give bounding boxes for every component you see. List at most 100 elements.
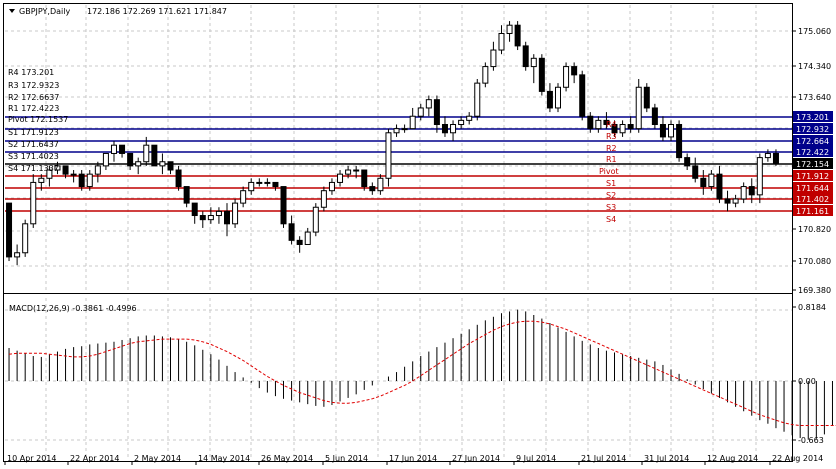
candle [6,202,13,262]
candle [264,178,271,187]
candle [466,112,473,125]
macd-histogram-series [8,309,833,440]
candle [668,120,675,142]
candle [353,165,360,179]
macd-signal-series [8,320,836,426]
triangle-down-icon[interactable] [9,9,15,13]
candle [579,70,586,121]
macd-tick-label: 0.8184 [798,303,826,312]
pivot-label-mid: R2 [606,144,617,153]
candle [450,120,457,142]
candle [54,161,61,175]
candle [498,25,505,55]
candle [361,169,368,191]
ohlc-values: 172.186 172.269 171.621 171.847 [87,7,227,16]
pivot-label-left: R2 172.6637 [8,93,59,102]
price-tick-label: 174.340 [798,62,831,71]
candle [441,116,448,137]
candle [377,174,384,195]
candle [482,62,489,88]
candle [30,174,37,228]
time-tick-label: 12 Aug 2014 [707,454,758,463]
candle [764,149,771,162]
candle [337,170,344,187]
candle [70,170,77,183]
candle [611,120,618,137]
pivot-label-left: R3 172.9323 [8,81,59,90]
candle [240,186,247,208]
candle [159,153,166,175]
candle [127,152,134,171]
time-tick-label: 31 Jul 2014 [644,454,689,463]
candle [417,103,424,121]
candle [563,62,570,92]
chart-border [3,3,793,462]
candle [304,227,311,245]
candle [256,178,263,187]
candle [94,161,101,183]
candle [401,124,408,133]
candle [14,244,21,266]
candle [86,170,93,191]
candle [571,62,578,84]
candle [232,198,239,228]
time-tick-label: 21 Jul 2014 [581,454,626,463]
candle [684,153,691,171]
price-tick-label: 170.080 [798,257,831,266]
macd-signal-line [8,320,836,426]
candle [207,207,214,224]
time-tick-label: 10 Apr 2014 [7,454,56,463]
price-axis: 175.060 174.340 173.640 170.820 170.080 169.3… [792,27,831,295]
candle [546,83,553,113]
candle [724,190,731,212]
price-badge-support: 171.644 [793,182,833,193]
candle [143,136,150,166]
candle [215,207,222,224]
candle [635,78,642,133]
candle [692,157,699,183]
candle [700,170,707,195]
candle [280,186,287,228]
pivot-label-mid: S3 [606,203,616,212]
price-badge-resistance: 172.422 [793,146,833,157]
candle [474,78,481,121]
candle [522,41,529,71]
candle [716,165,723,204]
time-tick-label: 27 Jun 2014 [452,454,500,463]
macd-tick-label: 0.00 [798,377,816,386]
price-badge-resistance: 172.664 [793,135,833,146]
candle [490,41,497,71]
svg-text:171.402: 171.402 [796,195,829,204]
candle [708,170,715,191]
candle [345,165,352,179]
macd-tick-label: -0.663 [798,436,824,445]
pivot-label-left: Pivot 172.1537 [8,115,68,124]
candle [554,83,561,113]
candle [514,21,521,51]
price-badge-support: 171.161 [793,205,833,216]
candle [676,120,683,162]
time-tick-label: 9 Jul 2014 [516,454,556,463]
price-tick-label: 173.640 [798,93,831,102]
grid [5,5,792,460]
pivot-label-left: R4 173.201 [8,68,54,77]
candle [603,112,610,129]
candle [38,174,45,191]
price-badge-resistance: 173.201 [793,111,833,122]
candle [772,149,779,166]
candle [320,186,327,212]
candle [369,182,376,195]
candle [433,95,440,133]
candle [22,219,29,257]
pivot-labels-left: R4 173.201 R3 172.9323 R2 172.6637 R1 172.4… [8,68,68,173]
price-tick-label: 175.060 [798,27,831,36]
candle [110,141,117,162]
candle [740,182,747,204]
macd-title: MACD(12,26,9) -0.3861 -0.4996 [9,304,137,313]
pivot-label-left: S3 171.4023 [8,152,59,161]
candle [191,202,198,224]
symbol-label: GBPJPY,Daily [19,7,70,16]
candle [619,120,626,137]
candle [102,152,109,171]
